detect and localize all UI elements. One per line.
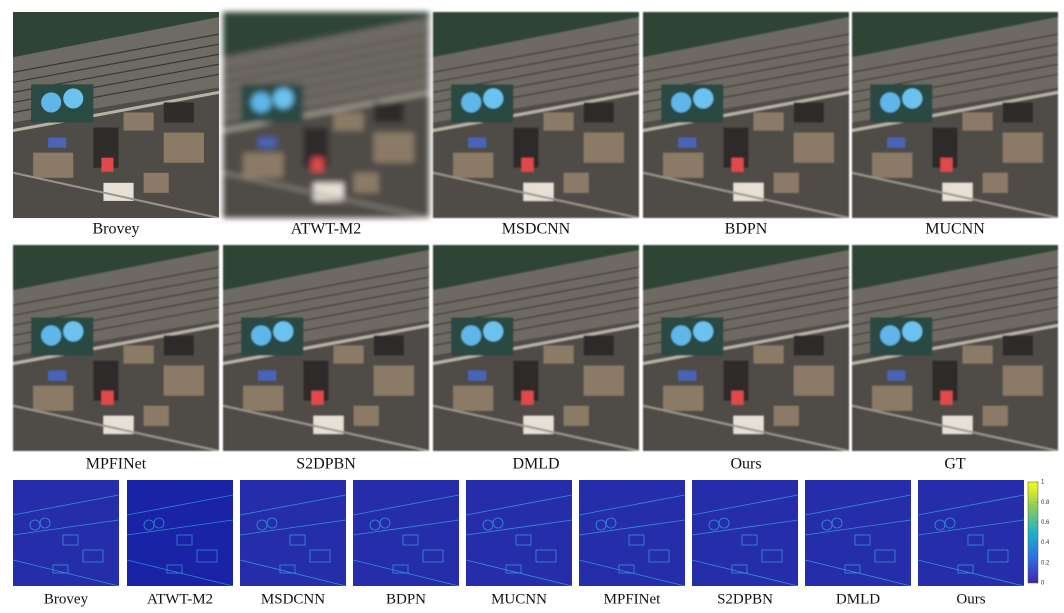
caption: BDPN bbox=[386, 591, 426, 607]
caption: Brovey bbox=[92, 221, 139, 238]
error-map bbox=[353, 480, 459, 586]
caption: DMLD bbox=[512, 456, 559, 473]
image bbox=[643, 245, 849, 451]
error-map bbox=[466, 480, 572, 586]
error-map bbox=[13, 480, 119, 586]
error-map bbox=[805, 480, 911, 586]
colorbar-label: 0.6 bbox=[1041, 520, 1050, 526]
colorbar-label: 0 bbox=[1041, 581, 1045, 587]
caption: MSDCNN bbox=[502, 221, 571, 238]
colorbar-label: 0.2 bbox=[1041, 560, 1050, 566]
image bbox=[852, 245, 1058, 451]
image bbox=[223, 12, 429, 218]
caption: MPFINet bbox=[604, 591, 662, 607]
image bbox=[433, 245, 639, 451]
caption: GT bbox=[944, 456, 966, 473]
caption: ATWT-M2 bbox=[147, 591, 213, 607]
error-map bbox=[127, 480, 233, 586]
page: {"row1": {"labels": ["Brovey", "ATWT-M2"… bbox=[0, 0, 1064, 613]
caption: S2DPBN bbox=[717, 591, 773, 607]
error-map bbox=[579, 480, 685, 586]
colorbar-label: 0.4 bbox=[1041, 540, 1050, 546]
image bbox=[13, 245, 219, 451]
error-map bbox=[918, 480, 1024, 586]
caption: Ours bbox=[956, 591, 985, 607]
colorbar-label: 0.8 bbox=[1041, 500, 1050, 506]
image bbox=[852, 12, 1058, 218]
caption: MUCNN bbox=[925, 221, 985, 238]
caption: MSDCNN bbox=[261, 591, 325, 607]
colorbar bbox=[1028, 482, 1038, 583]
caption: BDPN bbox=[725, 221, 768, 238]
caption: S2DPBN bbox=[296, 456, 356, 473]
caption: ATWT-M2 bbox=[291, 221, 362, 238]
image bbox=[433, 12, 639, 218]
caption: Ours bbox=[730, 456, 761, 473]
caption: MPFINet bbox=[86, 456, 147, 473]
caption: DMLD bbox=[836, 591, 880, 607]
figure: Brovey ATWT-M2 MSDCNN BDPN MUCNN MPFINet S2DPB… bbox=[0, 0, 1064, 608]
caption: MUCNN bbox=[491, 591, 547, 607]
colorbar-label: 1 bbox=[1041, 480, 1045, 486]
error-map bbox=[240, 480, 346, 586]
caption: Brovey bbox=[44, 591, 89, 607]
image bbox=[643, 12, 849, 218]
image bbox=[13, 12, 219, 218]
image bbox=[223, 245, 429, 451]
error-map bbox=[692, 480, 798, 586]
